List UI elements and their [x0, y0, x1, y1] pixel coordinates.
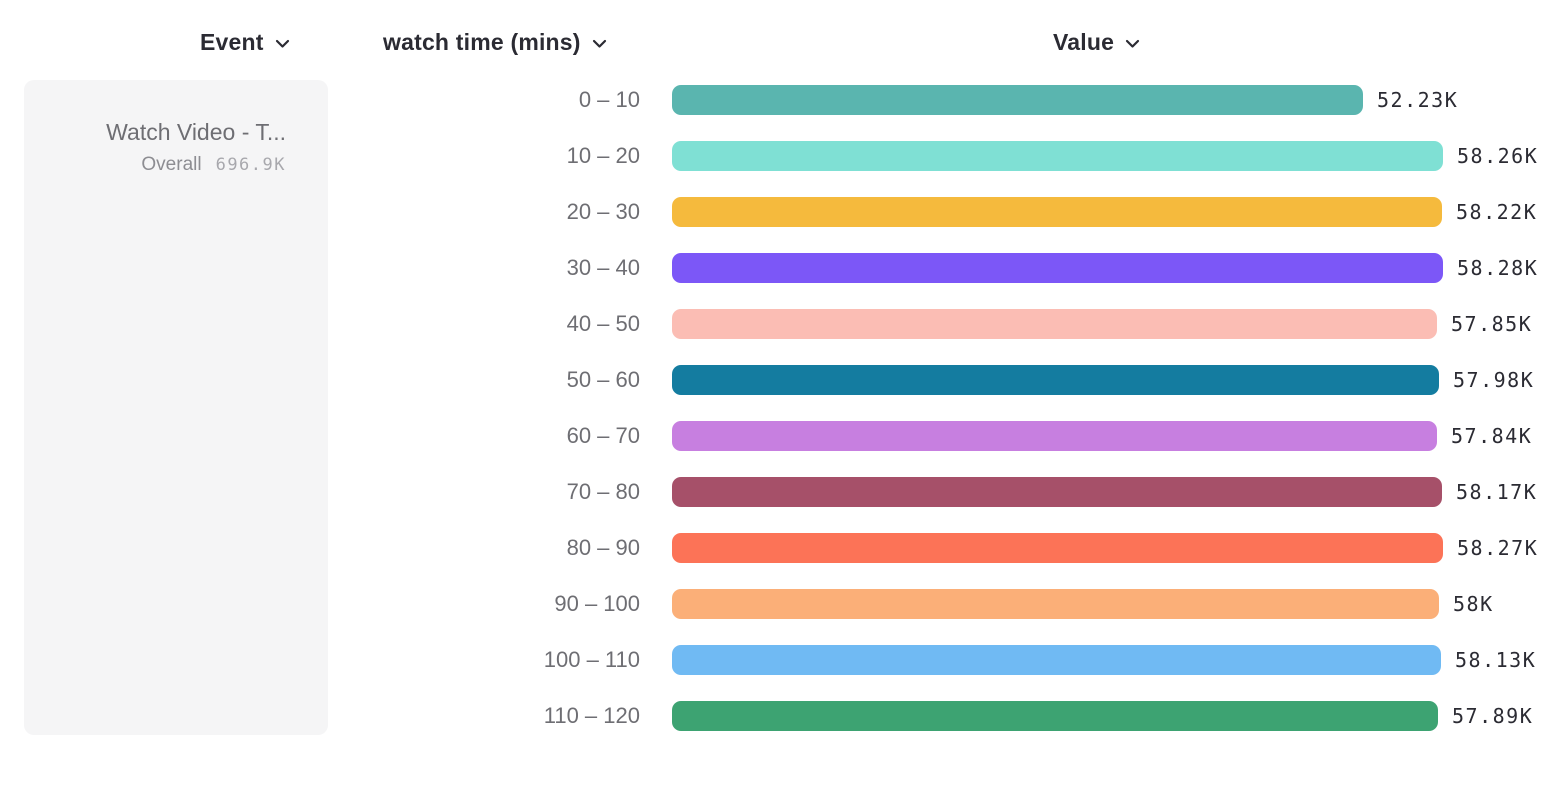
bar-category-label: 0 – 10	[578, 87, 640, 112]
bar-category-label: 60 – 70	[566, 423, 640, 448]
bar-value-label: 58.28K	[1457, 256, 1539, 280]
chart-row: 90 – 100 58K	[0, 589, 1568, 619]
chart-row: 80 – 90 58.27K	[0, 533, 1568, 563]
bar-value-label: 58.13K	[1455, 648, 1537, 672]
chart-row: 70 – 80 58.17K	[0, 477, 1568, 507]
bar-category-label: 80 – 90	[566, 535, 640, 560]
bar[interactable]	[672, 589, 1439, 619]
bar-value-label: 58.17K	[1456, 480, 1538, 504]
event-legend-card[interactable]: Watch Video - T... Overall 696.9K	[24, 80, 328, 735]
bar[interactable]	[672, 421, 1437, 451]
breakdown-column-dropdown[interactable]: watch time (mins)	[383, 29, 607, 56]
value-column-dropdown[interactable]: Value	[1053, 29, 1140, 56]
bar[interactable]	[672, 645, 1441, 675]
bar[interactable]	[672, 253, 1443, 283]
bar-category-label: 50 – 60	[566, 367, 640, 392]
bar-value-label: 52.23K	[1377, 88, 1459, 112]
bar-category-label: 70 – 80	[566, 479, 640, 504]
bar-category-label: 110 – 120	[543, 703, 640, 728]
bar[interactable]	[672, 365, 1439, 395]
bar[interactable]	[672, 477, 1442, 507]
overall-value: 696.9K	[215, 155, 286, 175]
chart-row: 30 – 40 58.28K	[0, 253, 1568, 283]
chevron-down-icon	[1125, 39, 1140, 49]
bar-value-label: 57.84K	[1451, 424, 1533, 448]
event-overall-row: Overall 696.9K	[44, 154, 286, 176]
bar-category-label: 40 – 50	[566, 311, 640, 336]
bar-category-label: 30 – 40	[566, 255, 640, 280]
bar-value-label: 58.26K	[1457, 144, 1539, 168]
chart-row: 20 – 30 58.22K	[0, 197, 1568, 227]
chart-row: 60 – 70 57.84K	[0, 421, 1568, 451]
bar[interactable]	[672, 197, 1442, 227]
event-column-dropdown[interactable]: Event	[200, 29, 290, 56]
bar[interactable]	[672, 309, 1437, 339]
breakdown-column-label: watch time (mins)	[383, 29, 581, 55]
bar[interactable]	[672, 85, 1363, 115]
chart-row: 10 – 20 58.26K	[0, 141, 1568, 171]
bar-value-label: 57.89K	[1452, 704, 1534, 728]
bar[interactable]	[672, 701, 1438, 731]
overall-label: Overall	[141, 154, 202, 175]
chart-row: 0 – 10 52.23K	[0, 85, 1568, 115]
chart-row: 40 – 50 57.85K	[0, 309, 1568, 339]
bar-value-label: 58.22K	[1456, 200, 1538, 224]
chevron-down-icon	[592, 39, 607, 49]
bar-value-label: 57.85K	[1451, 312, 1533, 336]
bar-value-label: 57.98K	[1453, 368, 1535, 392]
event-name: Watch Video - T...	[106, 119, 286, 145]
bar-value-label: 58.27K	[1457, 536, 1539, 560]
bar[interactable]	[672, 533, 1443, 563]
event-column-label: Event	[200, 29, 264, 55]
chevron-down-icon	[275, 39, 290, 49]
bar-category-label: 20 – 30	[566, 199, 640, 224]
value-column-label: Value	[1053, 29, 1115, 55]
chart-row: 100 – 110 58.13K	[0, 645, 1568, 675]
bar-category-label: 10 – 20	[566, 143, 640, 168]
bar-category-label: 90 – 100	[554, 591, 640, 616]
chart-row: 110 – 120 57.89K	[0, 701, 1568, 731]
bar[interactable]	[672, 141, 1443, 171]
bar-category-label: 100 – 110	[543, 647, 640, 672]
bar-value-label: 58K	[1453, 592, 1494, 616]
chart-row: 50 – 60 57.98K	[0, 365, 1568, 395]
